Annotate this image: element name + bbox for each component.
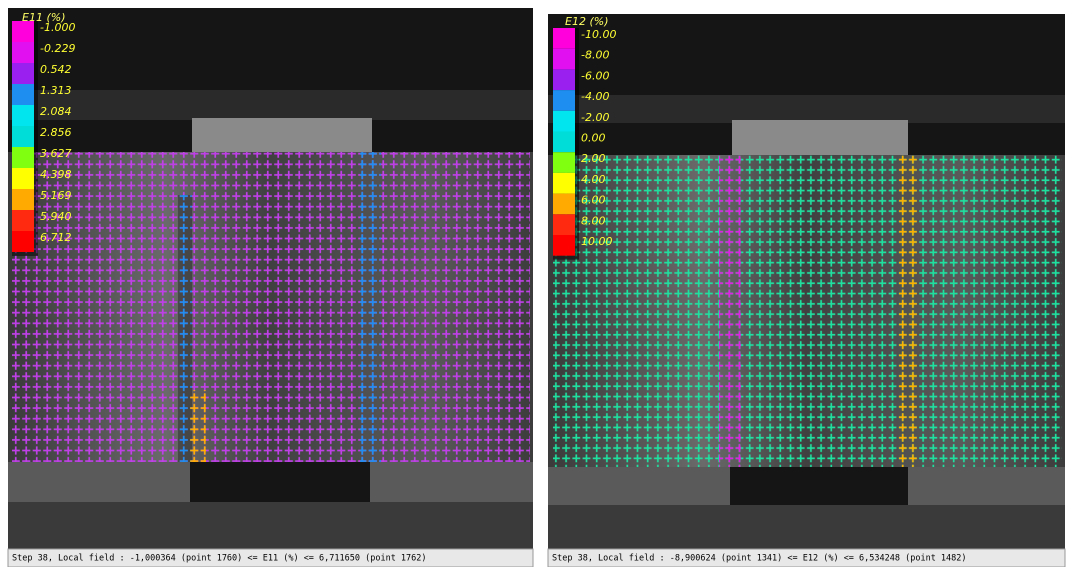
legend-swatch <box>553 90 575 111</box>
clamp-top <box>8 90 533 120</box>
measurement-grid <box>12 152 530 462</box>
legend-swatch <box>553 69 575 91</box>
legend-swatch <box>12 210 34 231</box>
legend-swatch <box>12 21 34 42</box>
overlays: -1.000 -0.229 0.542 1.313 2.084 2.856 3.627 4.3… <box>12 11 967 564</box>
grid-band <box>360 152 381 462</box>
legend-label: 2.084 <box>40 105 72 118</box>
status-bar <box>7 548 534 567</box>
clamp-bottom-right <box>908 467 1065 505</box>
legend-label: -0.229 <box>40 42 75 55</box>
clamp-top <box>548 95 1065 123</box>
grid-band <box>719 155 741 467</box>
legend-swatch <box>553 172 575 194</box>
measurement-grid <box>553 155 1062 467</box>
clamp-bottom-left <box>548 467 730 505</box>
legend-swatch <box>553 235 575 256</box>
legend-swatch <box>12 105 34 126</box>
legend-label: 2.856 <box>40 126 72 139</box>
legend-swatch <box>12 126 34 147</box>
legend-swatch <box>553 131 575 153</box>
legend-label: 4.00 <box>581 173 606 186</box>
legend-label: 2.00 <box>581 152 606 165</box>
legend-swatch <box>12 84 34 105</box>
specimen-top <box>192 118 372 156</box>
legend-label: 3.627 <box>40 147 72 160</box>
legend-label: 4.398 <box>40 168 72 181</box>
legend-label: 5.940 <box>40 210 72 223</box>
legend-swatch <box>12 231 34 252</box>
clamp-bottom-right <box>370 462 533 502</box>
legend-swatch <box>553 214 575 235</box>
right-panel <box>548 14 1065 549</box>
grid-band <box>899 155 917 467</box>
legend-label: 10.00 <box>581 235 613 248</box>
legend-label: 5.169 <box>40 189 72 202</box>
legend-label: 6.00 <box>581 194 606 207</box>
legend-label: 6.712 <box>40 231 72 244</box>
specimen-top <box>732 120 908 158</box>
legend-swatch <box>553 152 575 173</box>
legend-label: -6.00 <box>581 69 609 82</box>
status-text: Step 38, Local field : -8,900624 (point … <box>552 554 967 564</box>
left-panel <box>8 8 533 549</box>
legend-title: E11 (%) <box>22 11 65 24</box>
legend-label: -1.000 <box>40 21 75 34</box>
legend-swatch <box>12 63 34 84</box>
legend-label: 0.542 <box>40 63 72 76</box>
legend-swatch <box>12 147 34 168</box>
base <box>8 502 533 549</box>
legend-label: 8.00 <box>581 214 606 227</box>
legend-swatch <box>12 189 34 210</box>
legend-swatch <box>553 48 575 70</box>
legend-swatch <box>553 193 575 215</box>
legend-swatch <box>12 42 34 63</box>
legend-title: E12 (%) <box>565 15 608 28</box>
status-text: Step 38, Local field : -1,000364 (point … <box>12 554 427 564</box>
legend-swatch <box>553 28 575 49</box>
legend-label: -10.00 <box>581 28 616 41</box>
legend-label: -8.00 <box>581 49 609 62</box>
grid-band <box>188 390 206 462</box>
clamp-bottom-left <box>8 462 190 502</box>
legend-label: 0.00 <box>581 132 606 145</box>
status-bar <box>547 548 1066 567</box>
base <box>548 505 1065 549</box>
legend-swatch <box>12 168 34 189</box>
legend-label: -4.00 <box>581 90 609 103</box>
legend-swatch <box>553 110 575 132</box>
legend-label: -2.00 <box>581 111 609 124</box>
legend-label: 1.313 <box>40 84 72 97</box>
